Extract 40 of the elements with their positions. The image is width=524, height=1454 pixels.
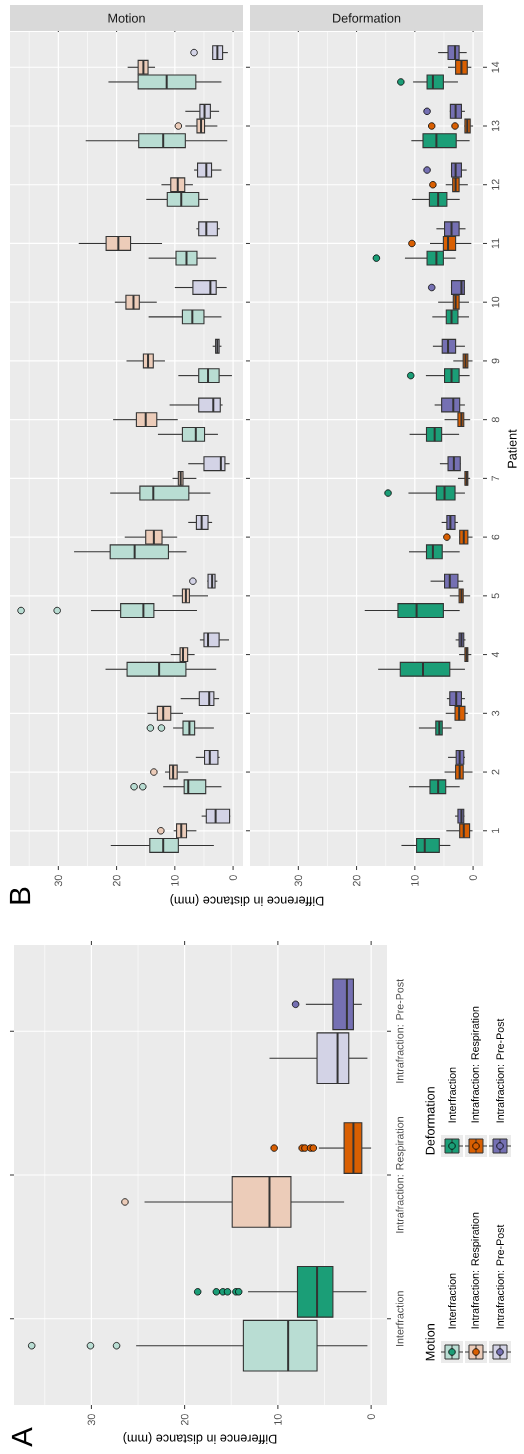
y-tick-label: 14 (491, 61, 500, 73)
chart-title: Deformation (333, 13, 401, 23)
y-tick-label: 10 (491, 296, 500, 308)
x-tick-label: 30 (54, 875, 63, 887)
y-tick-label: Intrafraction: Respiration (395, 1117, 406, 1233)
y-tick-label: Interfraction (395, 1291, 404, 1346)
x-tick-label: 0 (229, 875, 237, 881)
x-tick-label: 0 (367, 1414, 375, 1420)
x-axis-title: Difference in distance (mm) (170, 894, 324, 906)
text: Motion (425, 1324, 435, 1361)
y-axis-title: Patient (507, 429, 517, 468)
y-tick-label: 2 (491, 769, 500, 775)
text: A (11, 1427, 33, 1447)
y-tick-label: 3 (491, 710, 500, 716)
x-tick-label: 10 (274, 1414, 282, 1425)
text: Deformation (425, 1087, 435, 1155)
x-tick-label: 20 (352, 875, 361, 887)
x-tick-label: 0 (469, 875, 477, 881)
x-axis-title: Difference in distance (mm) (123, 1432, 277, 1444)
y-tick-label: 1 (491, 828, 500, 833)
y-tick-label: 13 (491, 120, 500, 132)
y-tick-label: 11 (491, 238, 500, 249)
y-tick-label: 4 (491, 651, 500, 658)
y-tick-label: Intrafraction: Pre-Post (395, 978, 404, 1083)
category-label: Interfraction (448, 1273, 456, 1329)
y-tick-label: 9 (491, 358, 500, 364)
y-tick-label: 7 (491, 475, 500, 481)
chart-title: Motion (108, 13, 145, 23)
text: B (9, 887, 31, 904)
x-tick-label: 10 (411, 875, 419, 886)
y-tick-label: 12 (491, 179, 500, 190)
x-tick-label: 20 (180, 1414, 189, 1426)
x-tick-label: 30 (294, 875, 303, 887)
y-tick-label: 5 (491, 593, 500, 599)
x-tick-label: 30 (87, 1414, 96, 1426)
x-tick-label: 10 (171, 875, 179, 886)
y-tick-label: 6 (491, 534, 500, 540)
y-tick-label: 8 (491, 417, 500, 423)
category-label: Interfraction (448, 1067, 456, 1123)
x-tick-label: 20 (112, 875, 121, 887)
